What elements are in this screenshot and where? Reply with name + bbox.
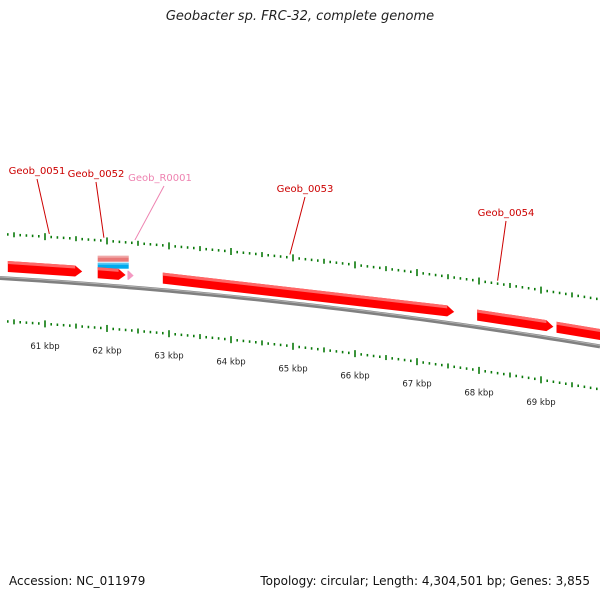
- gene-arrow-highlight: [97, 267, 119, 272]
- tick-label: 62 kbp: [92, 346, 121, 356]
- tick-label: 61 kbp: [30, 342, 59, 352]
- backbone: [0, 276, 600, 349]
- gene-label: Geob_R0001: [128, 173, 192, 184]
- tick-label: 63 kbp: [154, 352, 183, 362]
- gene-labels: Geob_0051 Geob_0052 Geob_R0001 Geob_0053 Geo…: [9, 166, 535, 281]
- label-leader-line: [289, 196, 306, 255]
- backbone-line: [0, 276, 600, 349]
- accession-text: Accession: NC_011979: [9, 574, 146, 588]
- tick-labels: 61 kbp 62 kbp 63 kbp 64 kbp 65 kbp 66 kbp 67 k…: [30, 342, 555, 408]
- backbone-highlight: [0, 276, 600, 346]
- tick-label: 64 kbp: [216, 358, 245, 368]
- gene-arrow-highlight: [162, 272, 448, 309]
- genome-summary-text: Topology: circular; Length: 4,304,501 bp…: [260, 574, 590, 588]
- rna-arrow: [127, 270, 134, 280]
- tick-label: 65 kbp: [278, 364, 307, 374]
- label-leader-line: [95, 181, 105, 238]
- gene-arrow-highlight: [477, 309, 547, 324]
- gene-track: [7, 260, 600, 340]
- feature-bar-highlight: [97, 262, 129, 265]
- gene-arrow-highlight: [556, 321, 600, 332]
- gene-label: Geob_0051: [9, 166, 66, 177]
- feature-bar-highlight: [97, 255, 129, 258]
- feature-track: [97, 255, 129, 269]
- gene-label: Geob_0054: [478, 208, 535, 219]
- inner-ticks: [6, 319, 598, 391]
- gene-label: Geob_0053: [277, 184, 334, 195]
- feature-bar: [97, 262, 129, 269]
- label-leader-line: [36, 178, 50, 235]
- label-leader-line: [134, 185, 165, 241]
- genome-title: Geobacter sp. FRC-32, complete genome: [165, 9, 435, 24]
- tick-label: 67 kbp: [402, 380, 431, 390]
- tick-label: 66 kbp: [340, 372, 369, 382]
- outer-ticks: [6, 232, 598, 301]
- label-leader-line: [497, 220, 507, 281]
- tick-label: 69 kbp: [526, 398, 555, 408]
- feature-bar: [97, 255, 129, 262]
- gene-arrow-highlight: [7, 260, 76, 269]
- tick-label: 68 kbp: [464, 388, 493, 398]
- gene-label: Geob_0052: [68, 169, 125, 180]
